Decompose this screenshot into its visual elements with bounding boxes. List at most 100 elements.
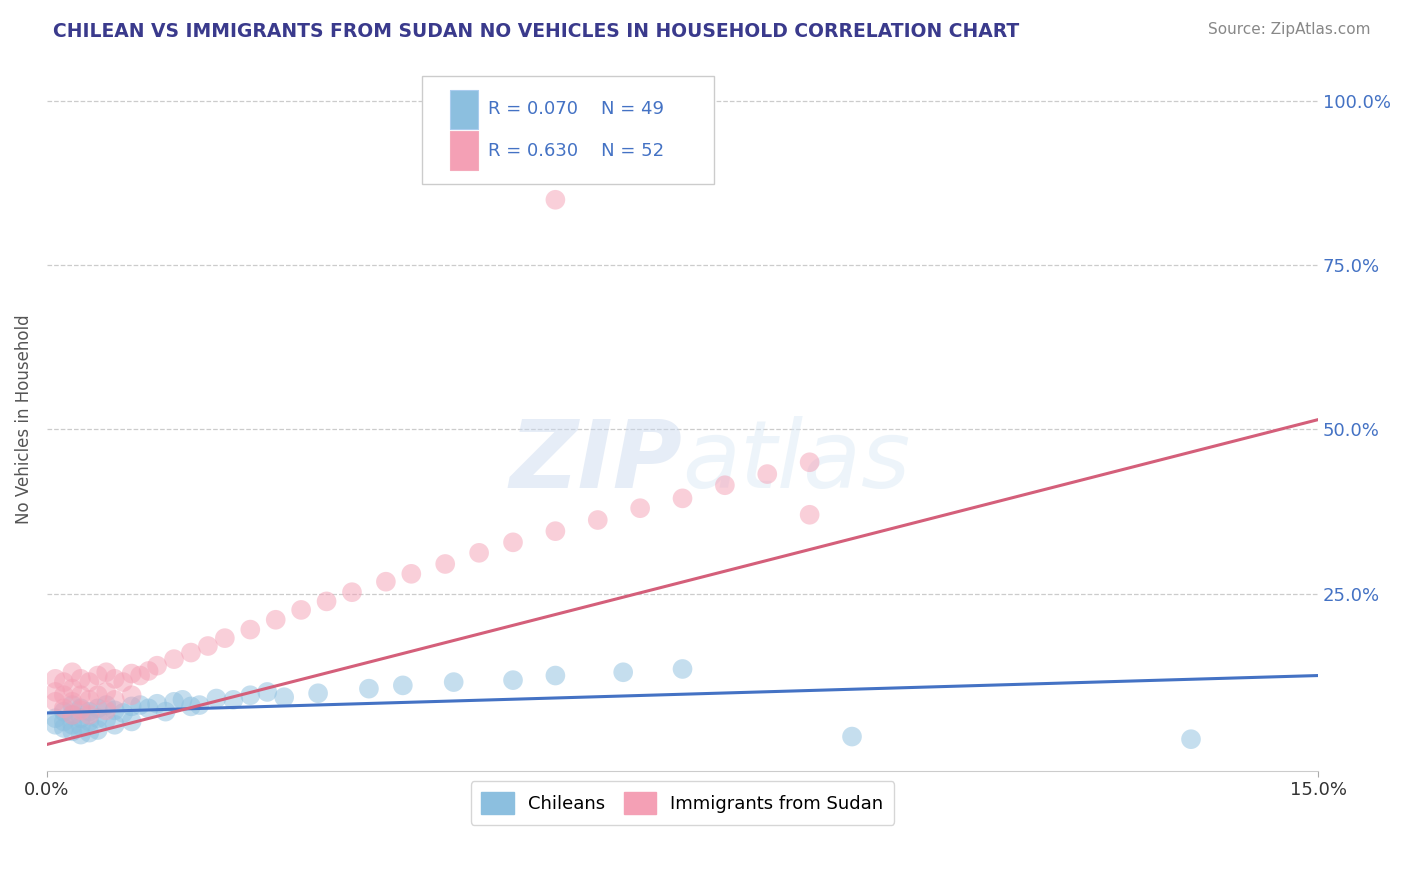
Point: [163, 652, 186, 666]
FancyBboxPatch shape: [422, 76, 714, 185]
Point: [87, 711, 110, 725]
FancyBboxPatch shape: [450, 131, 478, 170]
Point: [52, 701, 75, 715]
Point: [44, 718, 66, 732]
Text: ZIP: ZIP: [509, 416, 682, 508]
Point: [714, 478, 737, 492]
Point: [163, 695, 186, 709]
Point: [69, 703, 91, 717]
Point: [392, 678, 415, 692]
Point: [87, 723, 110, 737]
Text: R = 0.630    N = 52: R = 0.630 N = 52: [488, 142, 664, 160]
Point: [544, 524, 567, 538]
Point: [44, 695, 66, 709]
Point: [104, 718, 127, 732]
Point: [121, 688, 143, 702]
Point: [60, 718, 83, 732]
Point: [502, 673, 524, 687]
Point: [146, 697, 169, 711]
Point: [87, 668, 110, 682]
Point: [222, 693, 245, 707]
Point: [52, 721, 75, 735]
Point: [77, 675, 100, 690]
Point: [401, 566, 423, 581]
Point: [52, 705, 75, 719]
Point: [96, 703, 118, 717]
Point: [87, 701, 110, 715]
Point: [155, 705, 177, 719]
Point: [60, 724, 83, 739]
Point: [239, 623, 262, 637]
Point: [104, 703, 127, 717]
Point: [69, 701, 91, 715]
Point: [121, 666, 143, 681]
Point: [180, 646, 202, 660]
Point: [434, 557, 457, 571]
Point: [104, 672, 127, 686]
Point: [264, 613, 287, 627]
Point: [52, 688, 75, 702]
Point: [188, 698, 211, 712]
Point: [315, 594, 337, 608]
Point: [60, 707, 83, 722]
Point: [77, 705, 100, 719]
Point: [129, 698, 152, 712]
Point: [197, 639, 219, 653]
Point: [468, 546, 491, 560]
Point: [44, 711, 66, 725]
Point: [239, 688, 262, 702]
Point: [544, 193, 567, 207]
Point: [214, 631, 236, 645]
Point: [77, 707, 100, 722]
Point: [799, 455, 821, 469]
Legend: Chileans, Immigrants from Sudan: Chileans, Immigrants from Sudan: [471, 781, 894, 825]
Point: [104, 693, 127, 707]
Point: [69, 672, 91, 686]
Text: R = 0.070    N = 49: R = 0.070 N = 49: [488, 100, 664, 119]
Point: [77, 725, 100, 739]
Point: [544, 668, 567, 682]
Point: [671, 491, 693, 506]
Point: [60, 665, 83, 680]
Point: [502, 535, 524, 549]
Point: [172, 693, 194, 707]
Point: [756, 467, 779, 481]
Point: [60, 698, 83, 712]
Point: [44, 672, 66, 686]
Point: [77, 693, 100, 707]
Point: [96, 713, 118, 727]
Point: [69, 728, 91, 742]
Point: [121, 699, 143, 714]
Point: [628, 501, 651, 516]
Point: [146, 658, 169, 673]
Point: [121, 714, 143, 729]
Point: [69, 711, 91, 725]
Point: [1180, 732, 1202, 747]
Point: [52, 714, 75, 729]
Point: [52, 675, 75, 690]
Point: [586, 513, 609, 527]
Point: [799, 508, 821, 522]
Point: [307, 686, 329, 700]
Point: [69, 688, 91, 702]
Point: [841, 730, 863, 744]
Point: [374, 574, 396, 589]
Point: [357, 681, 380, 696]
Point: [256, 685, 278, 699]
Point: [138, 664, 160, 678]
Point: [96, 698, 118, 712]
Point: [205, 691, 228, 706]
Text: CHILEAN VS IMMIGRANTS FROM SUDAN NO VEHICLES IN HOUSEHOLD CORRELATION CHART: CHILEAN VS IMMIGRANTS FROM SUDAN NO VEHI…: [53, 22, 1019, 41]
Text: atlas: atlas: [682, 417, 911, 508]
Point: [96, 665, 118, 680]
Point: [77, 714, 100, 729]
Point: [60, 681, 83, 696]
Point: [138, 701, 160, 715]
Point: [87, 688, 110, 702]
Point: [60, 707, 83, 722]
Point: [612, 665, 634, 680]
Point: [60, 695, 83, 709]
Point: [112, 706, 135, 720]
Point: [443, 675, 465, 690]
Point: [273, 690, 295, 705]
